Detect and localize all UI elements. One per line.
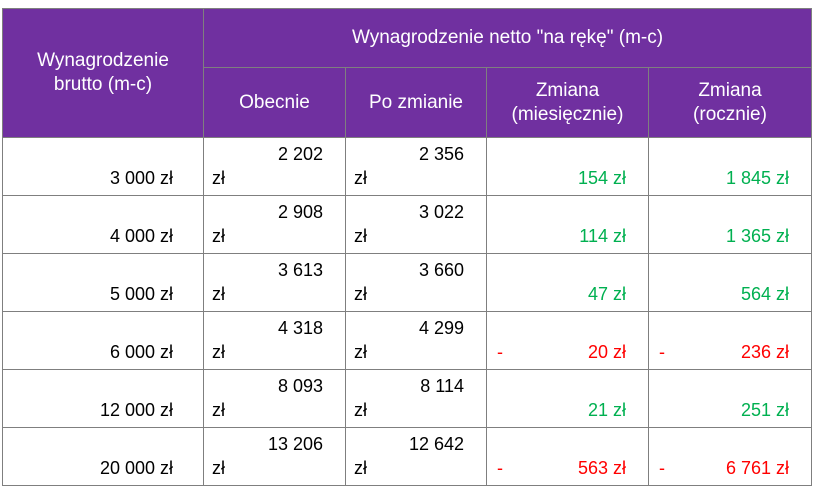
- cell-yearly-value: 6 761 zł: [725, 458, 789, 478]
- cell-after-unit: zł: [354, 284, 367, 304]
- table-row: 12 000 zł 8 093 zł 8 114 zł 21 zł 251 zł: [2, 369, 812, 428]
- negative-sign: -: [659, 342, 665, 362]
- cell-monthly-change: - 563 zł: [486, 427, 649, 486]
- negative-sign: -: [497, 458, 503, 478]
- cell-monthly-change: 21 zł: [486, 369, 649, 428]
- cell-now-unit: zł: [212, 342, 225, 362]
- cell-yearly-change: 564 zł: [648, 253, 812, 312]
- cell-after-value: 4 299: [418, 318, 464, 338]
- cell-now-value: 4 318: [277, 318, 323, 338]
- cell-now: 2 202 zł: [203, 137, 346, 196]
- header-yearly: Zmiana (rocznie): [648, 67, 812, 138]
- cell-monthly-value: 114 zł: [579, 226, 626, 246]
- cell-monthly-change: - 20 zł: [486, 311, 649, 370]
- cell-monthly-change: 154 zł: [486, 137, 649, 196]
- cell-yearly-change: - 6 761 zł: [648, 427, 812, 486]
- header-yearly-line2: (rocznie): [693, 103, 767, 125]
- cell-yearly-value: 1 845 zł: [725, 168, 789, 188]
- cell-after-value: 3 660: [418, 260, 464, 280]
- header-brutto: Wynagrodzenie brutto (m-c): [2, 8, 204, 138]
- cell-monthly-value: 154 zł: [577, 168, 626, 188]
- cell-after: 12 642 zł: [345, 427, 487, 486]
- table-row: 6 000 zł 4 318 zł 4 299 zł - 20 zł - 236 zł: [2, 311, 812, 370]
- cell-yearly-value: 1 365 zł: [725, 226, 789, 246]
- cell-yearly-change: - 236 zł: [648, 311, 812, 370]
- cell-yearly-change: 1 365 zł: [648, 195, 812, 254]
- cell-now-unit: zł: [212, 168, 225, 188]
- salary-table: Wynagrodzenie brutto (m-c) Wynagrodzenie…: [2, 8, 812, 486]
- cell-monthly-value: 563 zł: [577, 458, 626, 478]
- cell-now: 13 206 zł: [203, 427, 346, 486]
- cell-now: 4 318 zł: [203, 311, 346, 370]
- cell-after-value: 12 642: [408, 434, 464, 454]
- header-after: Po zmianie: [345, 67, 487, 138]
- cell-yearly-value: 251 zł: [740, 400, 789, 420]
- cell-monthly-value: 21 zł: [587, 400, 626, 420]
- table-row: 20 000 zł 13 206 zł 12 642 zł - 563 zł - 6 761 z…: [2, 427, 812, 486]
- cell-after: 2 356 zł: [345, 137, 487, 196]
- cell-after: 4 299 zł: [345, 311, 487, 370]
- negative-sign: -: [497, 342, 503, 362]
- cell-now: 2 908 zł: [203, 195, 346, 254]
- cell-monthly-value: 47 zł: [587, 284, 626, 304]
- cell-brutto: 3 000 zł: [2, 137, 204, 196]
- cell-now-value: 8 093: [277, 376, 323, 396]
- cell-yearly-change: 251 zł: [648, 369, 812, 428]
- header-monthly-line1: Zmiana: [535, 79, 600, 101]
- cell-after-value: 3 022: [418, 202, 464, 222]
- cell-after-value: 8 114: [420, 376, 464, 396]
- header-now: Obecnie: [203, 67, 346, 138]
- cell-monthly-value: 20 zł: [587, 342, 626, 362]
- header-yearly-line1: Zmiana: [698, 79, 762, 101]
- cell-brutto: 4 000 zł: [2, 195, 204, 254]
- cell-after: 3 022 zł: [345, 195, 487, 254]
- header-monthly: Zmiana (miesięcznie): [486, 67, 649, 138]
- cell-monthly-change: 114 zł: [486, 195, 649, 254]
- cell-yearly-change: 1 845 zł: [648, 137, 812, 196]
- table-row: 4 000 zł 2 908 zł 3 022 zł 114 zł 1 365 zł: [2, 195, 812, 254]
- table-body: 3 000 zł 2 202 zł 2 356 zł 154 zł 1 845 zł 4 00…: [2, 137, 812, 486]
- cell-monthly-change: 47 zł: [486, 253, 649, 312]
- cell-after: 3 660 zł: [345, 253, 487, 312]
- cell-now-value: 3 613: [277, 260, 323, 280]
- cell-after-unit: zł: [354, 458, 367, 478]
- cell-after: 8 114 zł: [345, 369, 487, 428]
- cell-after-unit: zł: [354, 400, 367, 420]
- cell-now-unit: zł: [212, 400, 225, 420]
- cell-brutto: 20 000 zł: [2, 427, 204, 486]
- cell-after-unit: zł: [354, 226, 367, 246]
- header-monthly-line2: (miesięcznie): [511, 103, 624, 125]
- table-row: 5 000 zł 3 613 zł 3 660 zł 47 zł 564 zł: [2, 253, 812, 312]
- cell-now-value: 2 908: [277, 202, 323, 222]
- cell-after-unit: zł: [354, 342, 367, 362]
- table-row: 3 000 zł 2 202 zł 2 356 zł 154 zł 1 845 zł: [2, 137, 812, 196]
- cell-now-unit: zł: [212, 226, 225, 246]
- cell-now: 3 613 zł: [203, 253, 346, 312]
- cell-now-unit: zł: [212, 458, 225, 478]
- negative-sign: -: [659, 458, 665, 478]
- cell-yearly-value: 236 zł: [740, 342, 789, 362]
- header-netto-group: Wynagrodzenie netto "na rękę" (m-c): [203, 8, 812, 68]
- header-brutto-label: Wynagrodzenie brutto (m-c): [37, 50, 169, 95]
- salary-table-container: Wynagrodzenie brutto (m-c) Wynagrodzenie…: [2, 8, 812, 486]
- cell-brutto: 6 000 zł: [2, 311, 204, 370]
- cell-yearly-value: 564 zł: [740, 284, 789, 304]
- cell-brutto: 12 000 zł: [2, 369, 204, 428]
- cell-after-unit: zł: [354, 168, 367, 188]
- cell-now-unit: zł: [212, 284, 225, 304]
- cell-after-value: 2 356: [418, 144, 464, 164]
- cell-now-value: 13 206: [267, 434, 323, 454]
- cell-now-value: 2 202: [277, 144, 323, 164]
- cell-now: 8 093 zł: [203, 369, 346, 428]
- cell-brutto: 5 000 zł: [2, 253, 204, 312]
